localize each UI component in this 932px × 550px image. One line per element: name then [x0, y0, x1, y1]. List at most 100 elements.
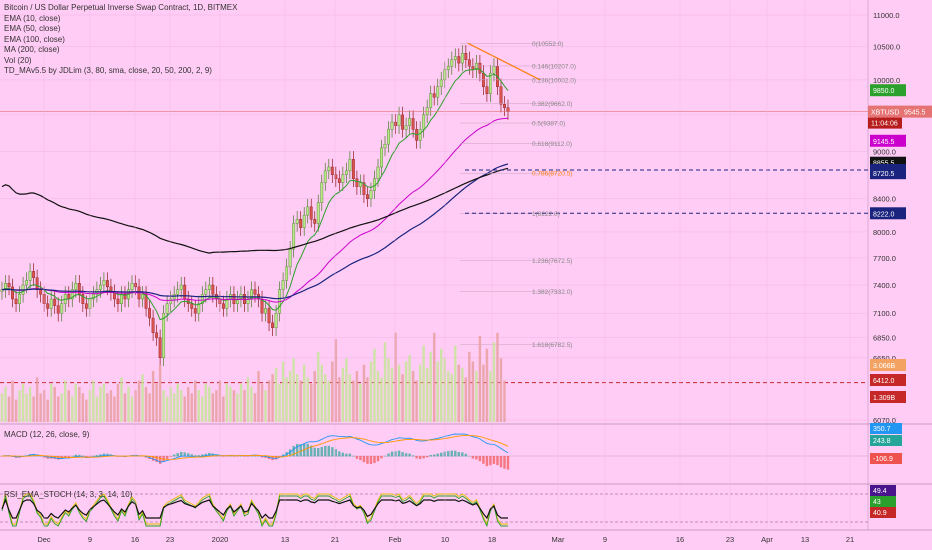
price-tag-text: 6412.0	[873, 378, 895, 385]
volume-bar	[310, 383, 313, 422]
macd-hist-bar	[229, 455, 232, 457]
macd-hist-bar	[394, 451, 397, 457]
candle	[264, 308, 267, 314]
candle	[422, 114, 426, 130]
legend-vol[interactable]: Vol (20)	[4, 55, 32, 65]
volume-bar	[394, 332, 397, 422]
chart-title: Bitcoin / US Dollar Perpetual Inverse Sw…	[4, 3, 238, 12]
signal-line	[1, 434, 509, 460]
macd-hist-bar	[317, 447, 320, 457]
candle	[70, 289, 74, 300]
candle	[32, 271, 36, 278]
candle	[288, 248, 292, 268]
x-tick-label: 10	[441, 535, 449, 544]
price-panel	[0, 14, 868, 421]
volume-bar	[324, 374, 327, 422]
macd-hist-bar	[281, 454, 285, 457]
volume-bar	[183, 396, 186, 422]
candle	[453, 56, 457, 60]
price-tag-text: 9145.5	[873, 139, 895, 146]
volume-bar	[450, 374, 453, 422]
macd-hist-bar	[436, 453, 439, 457]
y-tick-label: 9000.0	[873, 148, 896, 157]
legend-ma200[interactable]: MA (200, close)	[4, 45, 60, 54]
legend-ema10[interactable]: EMA (10, close)	[4, 13, 61, 23]
candle	[151, 317, 155, 333]
fib-label: 0(10552.0)	[532, 41, 563, 48]
volume-bar	[49, 383, 53, 422]
volume-bar	[172, 393, 176, 422]
candle	[11, 286, 14, 300]
candle	[351, 159, 355, 179]
volume-bar	[274, 367, 278, 422]
macd-hist-bar	[176, 453, 179, 457]
macd-hist-bar	[411, 455, 415, 457]
volume-bar	[359, 383, 362, 422]
fib-label: 0.786(8720.5)	[532, 171, 572, 178]
macd-hist-bar	[99, 454, 102, 457]
volume-bar	[503, 380, 506, 422]
candle	[200, 294, 204, 304]
volume-bar	[95, 396, 99, 422]
candle	[376, 166, 380, 179]
volume-bar	[246, 377, 250, 422]
candle	[14, 298, 18, 304]
candle	[330, 166, 334, 175]
volume-bar	[14, 399, 18, 422]
volume-bar	[461, 367, 464, 422]
x-tick-label: 23	[166, 535, 174, 544]
candle	[105, 280, 109, 288]
y-tick-label: 6850.0	[873, 334, 896, 343]
macd-hist-bar	[243, 456, 246, 457]
y-tick-label: 8000.0	[873, 228, 896, 237]
fib-label: 1.618(6782.5)	[532, 342, 572, 349]
fib-label: 0.236(10002.0)	[532, 77, 576, 84]
x-axis-labels: Dec 9 16 23 2020 13 21 Feb 10 18 Mar 9 16 23 Apr 13 21	[37, 0, 854, 544]
legend-ema50[interactable]: EMA (50, close)	[4, 24, 61, 33]
candle	[204, 289, 208, 295]
macd-tag	[870, 453, 902, 464]
volume-bar	[341, 367, 345, 422]
legend-td[interactable]: TD_MAv5.5 by JDLim (3, 80, sma, close, 2…	[4, 66, 212, 75]
rsi-legend[interactable]: RSI_EMA_STOCH (14, 3, 3, 14, 10)	[4, 490, 133, 499]
volume-bar	[225, 383, 229, 422]
volume-bar	[197, 390, 200, 422]
volume-bar	[222, 396, 225, 422]
candle	[397, 114, 401, 126]
volume-bar	[468, 351, 471, 422]
candle	[478, 62, 482, 74]
candle	[39, 289, 43, 295]
candle	[337, 178, 341, 183]
macd-hist-bar	[376, 456, 380, 462]
volume-bar	[338, 377, 341, 422]
volume-bar	[380, 377, 383, 422]
volume-bar	[288, 371, 292, 422]
x-tick-label: Apr	[761, 535, 773, 544]
candle	[295, 219, 299, 224]
candle	[18, 294, 21, 304]
volume-bar	[32, 396, 35, 422]
macd-legend[interactable]: MACD (12, 26, close, 9)	[4, 430, 90, 439]
legend-ema100[interactable]: EMA (100, close)	[4, 34, 65, 44]
fib-label: 1.382(7332.0)	[532, 289, 572, 296]
macd-hist-bar	[359, 456, 362, 461]
x-tick-label: 23	[726, 535, 734, 544]
x-tick-label: 9	[88, 535, 92, 544]
volume-bar	[436, 361, 439, 422]
candle	[394, 121, 397, 126]
candle	[120, 294, 123, 304]
fib-label: 0.146(10207.0)	[532, 63, 576, 70]
volume-bar	[53, 386, 56, 422]
y-tick-label: 10500.0	[873, 43, 900, 52]
candle	[81, 294, 85, 304]
volume-bar	[302, 364, 306, 422]
macd-hist-bar	[425, 456, 429, 458]
macd-hist-bar	[482, 456, 485, 464]
volume-bar	[158, 364, 162, 422]
macd-hist-bar	[461, 452, 464, 457]
y-tick-label: 8400.0	[873, 195, 896, 204]
candle	[323, 170, 327, 183]
macd-hist-bar	[172, 454, 176, 457]
candle	[334, 174, 338, 179]
volume-bar	[57, 396, 60, 422]
